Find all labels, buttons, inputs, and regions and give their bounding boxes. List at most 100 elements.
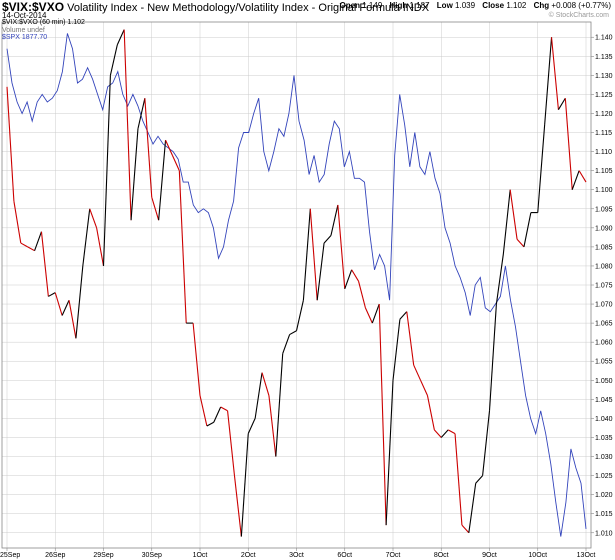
high-label: High — [389, 1, 408, 10]
x-tick-label: 3Oct — [289, 552, 304, 559]
y-tick-label: 1.105 — [595, 168, 613, 175]
price-segment-up — [102, 75, 111, 266]
price-segment-up — [158, 140, 167, 221]
low-value: 1.039 — [455, 1, 476, 10]
price-segment-down — [447, 429, 456, 435]
close-value: 1.102 — [506, 1, 527, 10]
price-segment-up — [482, 410, 491, 476]
low-label: Low — [436, 1, 453, 10]
price-segment-down — [144, 98, 153, 198]
chart-date: 14-Oct-2014 — [2, 11, 47, 20]
watermark: © StockCharts.com — [548, 12, 609, 19]
price-segment-up — [137, 98, 146, 129]
price-segment-down — [420, 380, 428, 396]
y-tick-label: 1.065 — [595, 321, 613, 328]
y-tick-label: 1.115 — [595, 130, 612, 137]
x-tick-label: 29Sep — [93, 552, 113, 559]
y-tick-label: 1.050 — [595, 378, 613, 385]
price-segment-down — [454, 433, 463, 526]
price-segment-down — [96, 227, 105, 267]
price-segment-down — [68, 300, 77, 339]
y-tick-label: 1.125 — [595, 92, 613, 99]
price-segment-down — [268, 395, 277, 457]
price-segment-down — [171, 155, 180, 171]
price-segment-down — [550, 37, 559, 110]
price-segment-up — [213, 406, 222, 423]
y-tick-label: 1.140 — [595, 35, 613, 42]
price-segment-up — [116, 29, 125, 46]
price-segment-up — [206, 421, 215, 427]
y-tick-label: 1.070 — [595, 302, 613, 309]
price-segment-up — [392, 319, 401, 381]
legend: $VIX:$VXO (60 min) 1.102 Volume undef $S… — [2, 19, 85, 42]
price-segment-up — [344, 269, 353, 289]
chart-title: $VIX:$VXO Volatility Index - New Methodo… — [2, 0, 429, 14]
open-label: Open — [339, 1, 361, 10]
y-tick-label: 1.135 — [595, 54, 613, 61]
price-segment-up — [537, 124, 546, 213]
x-tick-label: 26Sep — [45, 552, 65, 559]
x-tick-label: 1Oct — [193, 552, 208, 559]
price-segment-down — [165, 139, 173, 156]
price-segment-down — [309, 208, 318, 301]
y-tick-label: 1.030 — [595, 454, 613, 461]
y-tick-label: 1.055 — [595, 359, 613, 366]
price-segment-down — [199, 395, 208, 427]
price-segment-up — [468, 483, 477, 533]
close-label: Close — [482, 1, 505, 10]
y-tick-label: 1.110 — [595, 149, 612, 156]
price-segment-up — [399, 311, 408, 320]
price-segment-up — [385, 380, 394, 526]
y-tick-label: 1.120 — [595, 111, 613, 118]
price-segment-up — [488, 304, 497, 411]
price-segment-up — [523, 212, 532, 247]
price-segment-down — [364, 307, 373, 324]
price-segment-up — [247, 418, 256, 434]
y-tick-label: 1.090 — [595, 225, 613, 232]
price-segment-up — [571, 170, 580, 190]
price-segment-down — [358, 281, 366, 309]
chg-value: +0.008 (+0.77%) — [551, 1, 611, 10]
price-segment-down — [413, 364, 422, 381]
price-segment-up — [240, 433, 249, 537]
price-segment-up — [109, 44, 118, 76]
price-segment-up — [475, 475, 484, 484]
price-segment-down — [227, 410, 236, 476]
price-segment-down — [261, 372, 270, 396]
price-segment-down — [337, 204, 346, 289]
y-tick-label: 1.020 — [595, 492, 613, 499]
y-tick-label: 1.085 — [595, 244, 613, 251]
spx-overlay — [6, 33, 587, 537]
price-segment-up — [502, 189, 511, 255]
price-segment-down — [89, 208, 98, 229]
price-segment-down — [509, 189, 518, 240]
exchange: INDX — [402, 2, 430, 14]
price-segment-up — [302, 208, 311, 301]
price-segment-up — [130, 128, 139, 221]
x-tick-label: 2Oct — [241, 552, 256, 559]
price-segment-up — [275, 353, 284, 457]
ohlc-readout: Open 1.149 High 1.187 Low 1.039 Close 1.… — [340, 1, 611, 10]
price-segment-down — [192, 323, 201, 396]
price-segment-up — [330, 204, 339, 236]
price-segment-down — [578, 170, 587, 183]
y-axis-ticks: 1.010 1.015 1.020 1.025 1.030 1.035 1.040 1.045… — [591, 35, 613, 537]
price-segment-down — [516, 238, 525, 248]
price-segment-down — [220, 406, 228, 412]
x-tick-label: 13Oct — [577, 552, 596, 559]
chg-label: Chg — [533, 1, 550, 10]
legend-volume: Volume undef — [2, 26, 45, 34]
price-segment-down — [433, 429, 442, 438]
price-segment-up — [440, 429, 449, 438]
symbol: $VIX:$VXO — [2, 0, 65, 14]
y-tick-label: 1.010 — [595, 530, 613, 537]
price-segment-up — [371, 303, 380, 324]
price-series — [6, 29, 587, 537]
x-tick-label: 6Oct — [337, 552, 352, 559]
price-segment-up — [289, 330, 297, 336]
price-segment-up — [48, 292, 56, 297]
y-tick-label: 1.075 — [595, 283, 613, 290]
price-segment-up — [282, 334, 291, 354]
price-segment-down — [351, 269, 360, 282]
